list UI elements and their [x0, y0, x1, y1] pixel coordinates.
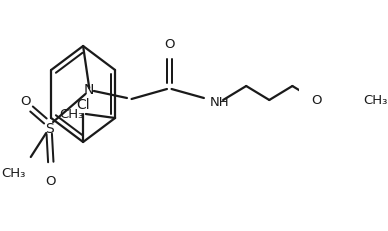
Text: N: N: [84, 83, 94, 97]
Text: O: O: [164, 38, 175, 51]
Text: O: O: [20, 95, 31, 108]
Text: CH₃: CH₃: [1, 166, 25, 179]
Text: Cl: Cl: [76, 97, 90, 112]
Text: S: S: [45, 122, 54, 135]
Text: CH₃: CH₃: [59, 108, 83, 121]
Text: O: O: [45, 174, 56, 187]
Text: NH: NH: [209, 96, 229, 109]
Text: O: O: [311, 94, 322, 107]
Text: CH₃: CH₃: [363, 94, 388, 107]
